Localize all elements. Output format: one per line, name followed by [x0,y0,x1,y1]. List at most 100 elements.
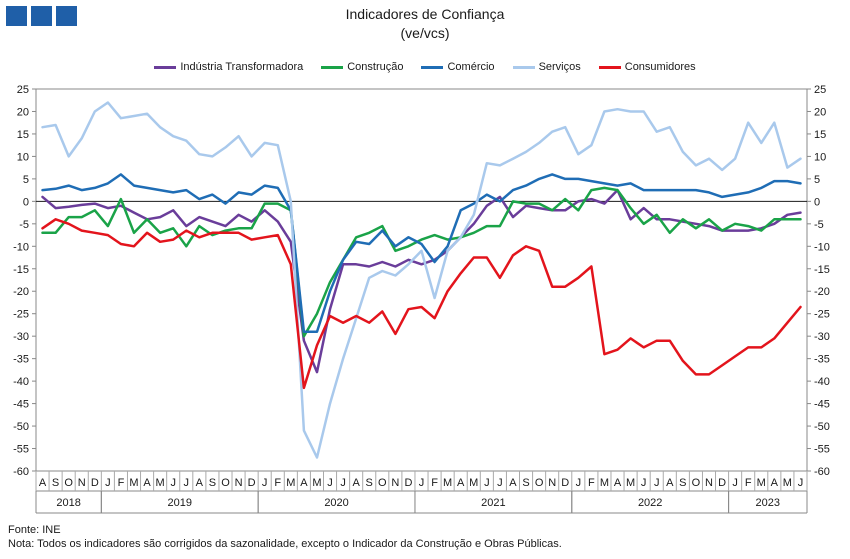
data-point-construcao [159,232,161,234]
data-point-construcao [603,187,605,189]
data-point-construcao [616,189,618,191]
data-point-comercio [263,184,265,186]
data-point-construcao [473,232,475,234]
data-point-construcao [172,227,174,229]
legend-swatch [512,65,535,69]
y-tick-label-left: -35 [13,354,29,366]
data-point-servicos [760,142,762,144]
data-point-consumidores [473,256,475,258]
data-point-industria [695,223,697,225]
data-point-consumidores [277,234,279,236]
month-label: A [771,477,779,489]
data-point-servicos [786,166,788,168]
data-point-servicos [695,164,697,166]
legend-item-servicos: Serviços [512,61,581,73]
y-tick-label-left: -45 [13,399,29,411]
legend-label: Indústria Transformadora [180,61,304,73]
month-label: D [91,477,99,489]
month-label: A [457,477,465,489]
y-tick-label-right: -15 [814,264,830,276]
data-point-comercio [656,189,658,191]
data-point-construcao [695,227,697,229]
y-tick-label-right: 5 [814,174,820,186]
data-point-construcao [316,313,318,315]
data-point-servicos [460,236,462,238]
data-point-comercio [94,187,96,189]
data-point-consumidores [642,346,644,348]
data-point-consumidores [551,286,553,288]
data-point-construcao [799,218,801,220]
legend-swatch [421,65,444,69]
data-point-comercio [773,180,775,182]
y-tick-label-left: 15 [17,129,29,141]
data-point-industria [642,207,644,209]
y-tick-label-right: -30 [814,331,830,343]
plot-frame [35,88,808,472]
month-label: J [798,477,804,489]
data-point-consumidores [499,277,501,279]
data-point-construcao [263,202,265,204]
data-point-industria [224,225,226,227]
data-point-servicos [629,110,631,112]
month-label: N [235,477,243,489]
data-point-comercio [420,243,422,245]
y-tick-label-left: -10 [13,241,29,253]
data-point-comercio [538,178,540,180]
data-point-industria [329,308,331,310]
legend-label: Construção [347,61,404,73]
year-label: 2022 [638,497,662,509]
month-label: A [39,477,47,489]
data-point-industria [669,218,671,220]
data-point-comercio [721,196,723,198]
data-point-comercio [368,243,370,245]
data-point-comercio [642,189,644,191]
data-point-industria [381,261,383,263]
data-point-industria [159,216,161,218]
legend-item-comercio: Comércio [421,61,495,73]
data-point-industria [407,259,409,261]
y-tick-label-right: -55 [814,444,830,456]
month-label: M [626,477,635,489]
data-point-servicos [708,157,710,159]
data-point-servicos [590,144,592,146]
data-point-comercio [250,193,252,195]
data-point-servicos [603,110,605,112]
month-label: D [718,477,726,489]
data-point-comercio [120,173,122,175]
data-point-industria [316,371,318,373]
data-point-servicos [120,117,122,119]
data-point-industria [590,198,592,200]
data-point-consumidores [81,229,83,231]
y-tick-label-right: -5 [814,219,824,231]
month-label: O [64,477,73,489]
legend-label: Comércio [447,61,495,73]
y-tick-label-right: -10 [814,241,830,253]
data-point-servicos [198,153,200,155]
legend-swatch [321,65,344,69]
month-label: N [391,477,399,489]
data-point-industria [54,207,56,209]
month-label: O [535,477,544,489]
month-label: S [366,477,373,489]
logo-block [6,6,27,26]
month-label: M [129,477,138,489]
data-point-comercio [760,187,762,189]
data-point-consumidores [250,238,252,240]
data-point-consumidores [342,321,344,323]
data-point-construcao [525,202,527,204]
month-label: S [52,477,59,489]
data-point-servicos [669,126,671,128]
data-point-industria [277,220,279,222]
data-point-construcao [760,229,762,231]
data-point-industria [656,218,658,220]
month-label: O [221,477,230,489]
series-line-comercio [41,173,802,333]
data-point-comercio [185,189,187,191]
month-label: M [443,477,452,489]
data-point-industria [290,241,292,243]
data-point-consumidores [538,250,540,252]
legend-label: Serviços [538,61,581,73]
data-point-construcao [198,225,200,227]
month-label: M [312,477,321,489]
data-point-comercio [512,189,514,191]
